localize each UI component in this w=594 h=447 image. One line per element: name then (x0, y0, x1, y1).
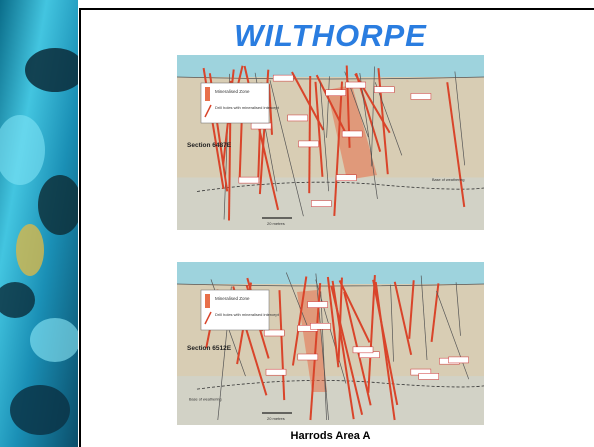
intercept-tag (336, 175, 356, 181)
intercept-tag (266, 369, 286, 375)
intercept-tag (239, 177, 259, 183)
intercept-tag (311, 201, 331, 207)
intercept-tag (411, 93, 431, 99)
intercept-tag (251, 123, 271, 129)
intercept-tag (299, 141, 319, 147)
intercept-tag (308, 302, 328, 308)
intercept-tag (353, 347, 373, 353)
intercept-tag (310, 323, 330, 329)
intercept-tag (288, 115, 308, 121)
section-label: Section 6487E (187, 142, 232, 149)
intercept-tag (342, 131, 362, 137)
intercept-tag (419, 373, 439, 379)
legend-label: Drill holes with mineralised intercept (215, 105, 280, 110)
legend-label: Mineralised Zone (215, 89, 250, 94)
cross-section: Mineralised Zone Drill holes with mineral… (177, 262, 484, 425)
ground-deep (177, 376, 484, 425)
scale-label: 20 metres (267, 416, 285, 421)
sky (177, 262, 484, 284)
scale-label: 20 metres (267, 221, 285, 226)
frame-line (79, 8, 594, 10)
intercept-tag (273, 75, 293, 81)
section-label: Section 6512E (187, 345, 232, 352)
legend-swatch (205, 294, 210, 308)
caption: Harrods Area A (177, 430, 484, 442)
intercept-tag (449, 357, 469, 363)
intercept-tag (298, 354, 318, 360)
intercept-tag (326, 90, 346, 96)
slide: {"header": {"title": "WILTHORPE"}, "sect… (0, 0, 594, 447)
intercept-tag (264, 330, 284, 336)
sky (177, 55, 484, 77)
decorative-strip (0, 0, 78, 447)
frame-line (79, 8, 81, 447)
annotation: Base of weathering (189, 398, 222, 402)
legend-label: Drill holes with mineralised intercept (215, 312, 280, 317)
annotation: Base of weathering (432, 178, 465, 182)
drill-hole (309, 76, 310, 193)
legend-label: Mineralised Zone (215, 296, 250, 301)
intercept-tag (346, 82, 366, 88)
intercept-tag (374, 87, 394, 93)
slide-title: WILTHORPE (177, 18, 484, 54)
legend-swatch (205, 87, 210, 101)
cross-section: Mineralised Zone Drill holes with mineral… (177, 55, 484, 230)
